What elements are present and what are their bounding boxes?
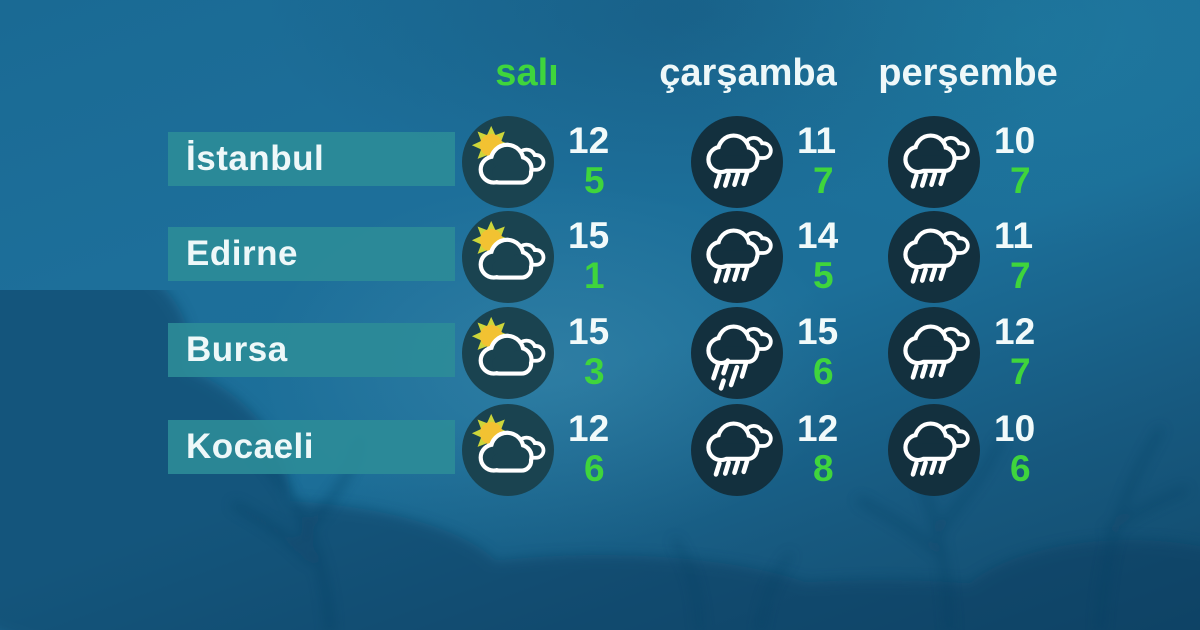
low-temp: 7 <box>1010 351 1031 392</box>
low-temp: 1 <box>584 255 605 296</box>
weather-icon-circle <box>462 404 554 496</box>
rain-icon <box>695 120 779 204</box>
city-name: Bursa <box>186 330 288 369</box>
city-label-bursa: Bursa <box>168 323 455 377</box>
high-temp: 12 <box>568 408 610 449</box>
city-label-istanbul: İstanbul <box>168 132 455 186</box>
sun-cloud-icon <box>466 215 550 299</box>
low-temp: 8 <box>813 448 834 489</box>
weather-icon-circle <box>462 116 554 208</box>
low-temp: 7 <box>1010 160 1031 201</box>
weather-icon-circle <box>888 116 980 208</box>
sun-cloud-icon <box>466 311 550 395</box>
forecast-row-bursa: Bursa 15 3 15 6 12 7 <box>0 307 1200 399</box>
low-temp: 6 <box>584 448 605 489</box>
city-label-kocaeli: Kocaeli <box>168 420 455 474</box>
temperature-block: 15 3 <box>568 312 609 392</box>
day-header-sali: salı <box>495 52 559 94</box>
forecast-cell: 12 5 <box>462 116 672 208</box>
weather-icon-circle <box>691 307 783 399</box>
forecast-row-kocaeli: Kocaeli 12 6 12 8 10 6 <box>0 404 1200 496</box>
forecast-row-edirne: Edirne 15 1 14 5 11 7 <box>0 211 1200 303</box>
city-name: Kocaeli <box>186 427 314 466</box>
low-temp: 7 <box>1010 255 1031 296</box>
city-label-edirne: Edirne <box>168 227 455 281</box>
city-name: Edirne <box>186 234 298 273</box>
forecast-cell: 15 3 <box>462 307 672 399</box>
rain-icon <box>695 408 779 492</box>
high-temp: 11 <box>994 215 1034 256</box>
temperature-block: 12 5 <box>568 121 609 201</box>
rain-icon <box>892 311 976 395</box>
forecast-cell: 12 8 <box>691 404 901 496</box>
low-temp: 5 <box>813 255 834 296</box>
forecast-cell: 10 7 <box>888 116 1098 208</box>
high-temp: 11 <box>797 120 837 161</box>
high-temp: 14 <box>797 215 839 256</box>
sun-cloud-icon <box>466 408 550 492</box>
rain-icon <box>695 215 779 299</box>
temperature-block: 10 7 <box>994 121 1035 201</box>
weather-icon-circle <box>691 404 783 496</box>
forecast-cell: 11 7 <box>691 116 901 208</box>
temperature-block: 12 7 <box>994 312 1035 392</box>
low-temp: 7 <box>813 160 834 201</box>
temperature-block: 12 8 <box>797 409 838 489</box>
forecast-cell: 15 6 <box>691 307 901 399</box>
temperature-block: 10 6 <box>994 409 1035 489</box>
sun-cloud-icon <box>466 120 550 204</box>
rain-icon <box>892 215 976 299</box>
forecast-cell: 14 5 <box>691 211 901 303</box>
forecast-cell: 11 7 <box>888 211 1098 303</box>
temperature-block: 11 7 <box>797 121 836 201</box>
high-temp: 15 <box>797 311 839 352</box>
low-temp: 5 <box>584 160 605 201</box>
weather-icon-circle <box>888 211 980 303</box>
weather-icon-circle <box>691 211 783 303</box>
temperature-block: 15 1 <box>568 216 609 296</box>
weather-icon-circle <box>888 404 980 496</box>
forecast-row-istanbul: İstanbul 12 5 11 7 10 7 <box>0 116 1200 208</box>
weather-icon-circle <box>462 307 554 399</box>
rain-icon <box>892 408 976 492</box>
weather-icon-circle <box>462 211 554 303</box>
weather-icon-circle <box>691 116 783 208</box>
day-header-carsamba: çarşamba <box>659 52 837 94</box>
forecast-cell: 15 1 <box>462 211 672 303</box>
high-temp: 10 <box>994 408 1036 449</box>
high-temp: 10 <box>994 120 1036 161</box>
day-header-persembe: perşembe <box>878 52 1058 94</box>
forecast-cell: 12 6 <box>462 404 672 496</box>
weather-icon-circle <box>888 307 980 399</box>
rain-icon <box>892 120 976 204</box>
city-name: İstanbul <box>186 139 325 178</box>
low-temp: 3 <box>584 351 605 392</box>
forecast-cell: 12 7 <box>888 307 1098 399</box>
temperature-block: 12 6 <box>568 409 609 489</box>
heavy-rain-icon <box>695 311 779 395</box>
high-temp: 12 <box>797 408 839 449</box>
high-temp: 12 <box>994 311 1036 352</box>
temperature-block: 14 5 <box>797 216 838 296</box>
high-temp: 15 <box>568 311 610 352</box>
low-temp: 6 <box>1010 448 1031 489</box>
high-temp: 15 <box>568 215 610 256</box>
forecast-cell: 10 6 <box>888 404 1098 496</box>
temperature-block: 15 6 <box>797 312 838 392</box>
high-temp: 12 <box>568 120 610 161</box>
temperature-block: 11 7 <box>994 216 1033 296</box>
low-temp: 6 <box>813 351 834 392</box>
